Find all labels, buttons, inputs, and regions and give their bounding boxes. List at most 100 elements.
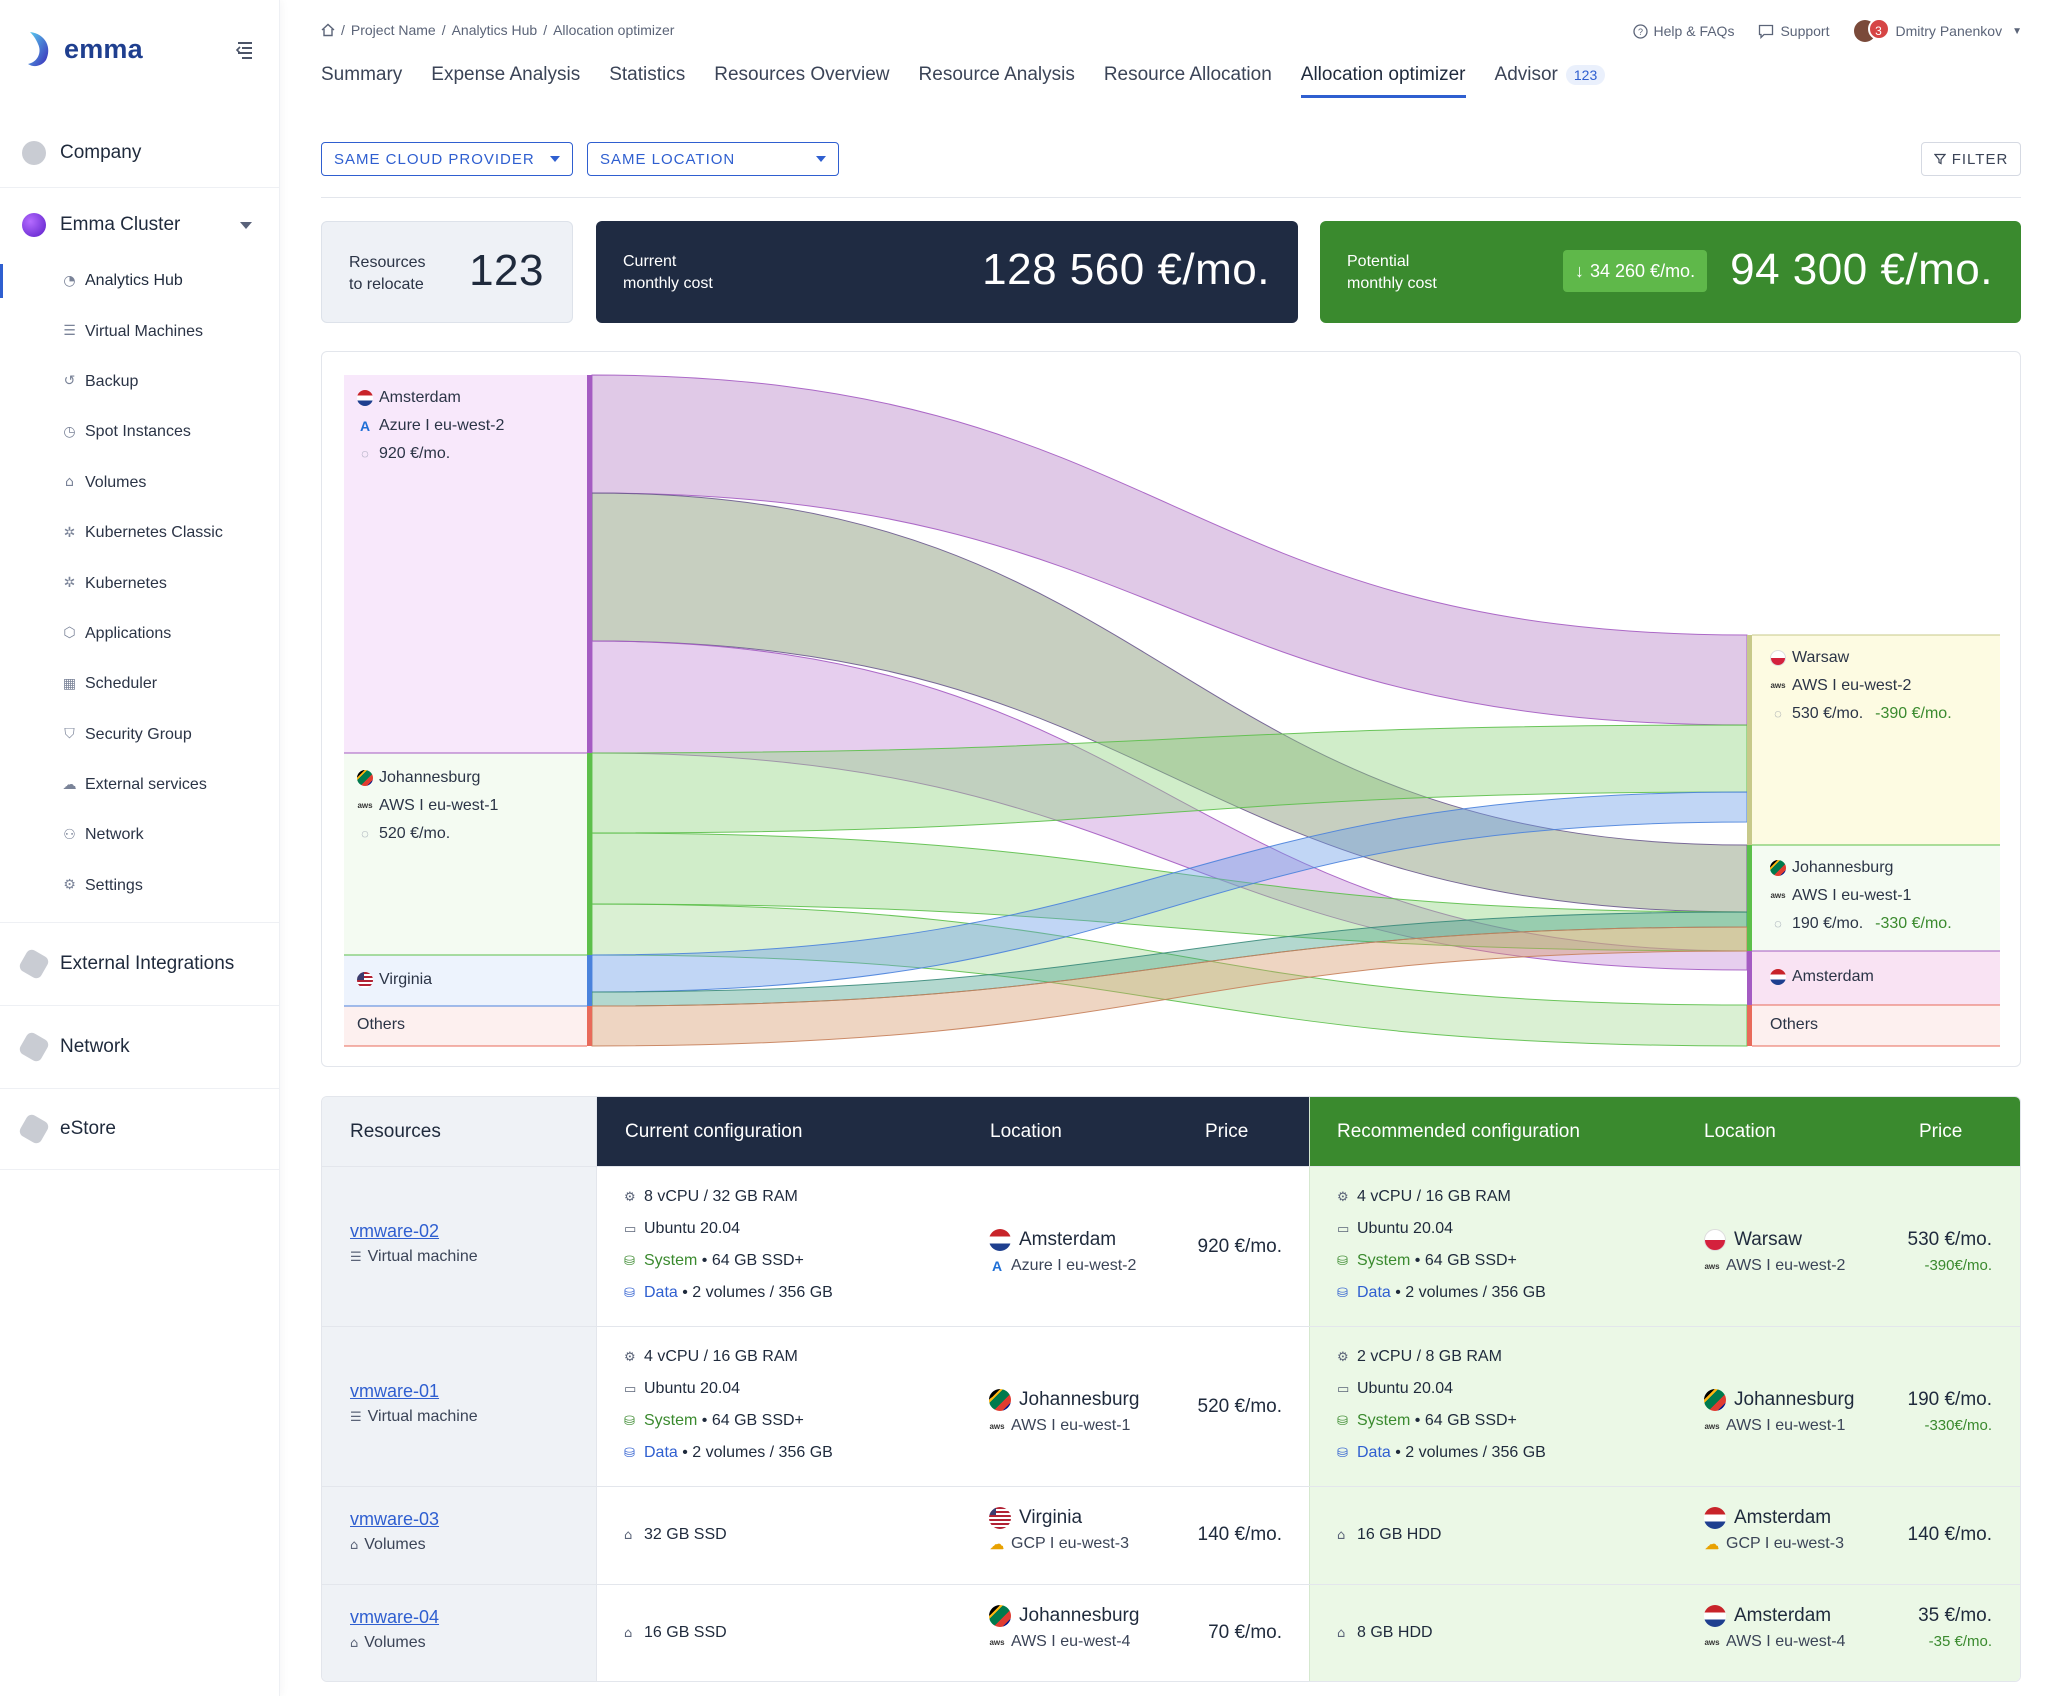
target-label-warsaw: Warsaw aws AWS I eu-west-2 ◌ 530 €/mo. -390…	[1770, 644, 1952, 728]
source-bar-virginia[interactable]	[587, 955, 592, 1006]
nav-company-label: Company	[60, 141, 142, 163]
current-price: 920 €/mo.	[1182, 1236, 1283, 1258]
config-disk: ⌂ 16 GB SSD	[624, 1617, 727, 1649]
source-bar-johannesburg[interactable]	[587, 753, 592, 955]
config-system-disk: ⛁ System • 64 GB SSD+	[624, 1405, 833, 1437]
tab-resource-analysis[interactable]: Resource Analysis	[919, 60, 1075, 98]
sidebar-item-virtual-machines[interactable]: ☰ Virtual Machines	[0, 306, 280, 356]
sidebar-item-security-group[interactable]: ⛉ Security Group	[0, 710, 280, 760]
current-config: ⚙ 8 vCPU / 32 GB RAM ▭ Ubuntu 20.04 ⛁ Syste…	[624, 1181, 833, 1309]
resource-link[interactable]: vmware-03	[350, 1509, 440, 1529]
kpi-value: 128 560 €/mo.	[982, 245, 1270, 294]
breadcrumb-analytics-hub[interactable]: Analytics Hub	[451, 22, 538, 38]
gear-icon: ⚙	[63, 877, 76, 894]
tab-label: Statistics	[609, 64, 686, 85]
drive-icon: ⌂	[624, 1528, 633, 1543]
coins-icon: ◌	[1774, 916, 1782, 931]
target-bar-johannesburg[interactable]	[1747, 845, 1752, 951]
system-label: System	[1357, 1412, 1411, 1429]
shield-icon: ⛉	[64, 726, 75, 743]
target-bar-amsterdam[interactable]	[1747, 951, 1752, 1005]
breadcrumb-project[interactable]: Project Name	[350, 22, 436, 38]
coins-icon: ◌	[361, 826, 369, 841]
gcp-icon: ☁	[1705, 1535, 1719, 1552]
sidebar-item-analytics-hub[interactable]: ◔ Analytics Hub	[0, 256, 280, 306]
tab-expense-analysis[interactable]: Expense Analysis	[431, 60, 580, 98]
chevron-down-icon[interactable]	[240, 222, 252, 229]
south-africa-flag-icon	[1770, 860, 1786, 876]
resource-link[interactable]: vmware-01	[350, 1381, 440, 1401]
node-price: 190 €/mo.	[1792, 915, 1864, 932]
collapse-sidebar-icon[interactable]	[232, 38, 258, 64]
notification-badge[interactable]: 3	[1867, 18, 1890, 40]
tab-resources-overview[interactable]: Resources Overview	[714, 60, 889, 98]
network-icon: ⚇	[63, 826, 76, 843]
source-bar-others[interactable]	[587, 1006, 592, 1046]
emma-logo[interactable]: emma	[24, 30, 143, 68]
recommended-config: ⚙ 4 vCPU / 16 GB RAM ▭ Ubuntu 20.04 ⛁ Syste…	[1337, 1181, 1546, 1309]
config-data-disk: ⛁ Data • 2 volumes / 356 GB	[1337, 1277, 1546, 1309]
resource-link[interactable]: vmware-02	[350, 1221, 440, 1241]
header-location: Location	[990, 1120, 1062, 1142]
sidebar-item-volumes[interactable]: ⌂ Volumes	[0, 458, 280, 508]
sidebar-item-scheduler[interactable]: ▦ Scheduler	[0, 659, 280, 709]
kpi-resources-to-relocate: Resources to relocate 123	[321, 221, 573, 323]
avatar: 3	[1853, 18, 1890, 42]
location-select[interactable]: SAME LOCATION	[587, 142, 839, 176]
cpu-icon: ⚙	[1337, 1190, 1349, 1205]
sidebar-item-network[interactable]: ⚇ Network	[0, 810, 280, 860]
tab-advisor[interactable]: Advisor 123	[1495, 60, 1606, 98]
aws-icon: aws	[357, 801, 373, 810]
help-link[interactable]: ? Help & FAQs	[1632, 23, 1734, 39]
row-divider	[322, 1326, 2020, 1327]
nav-external-integrations[interactable]: External Integrations	[0, 922, 280, 1004]
sidebar-item-label: Virtual Machines	[85, 322, 203, 340]
header-location: Location	[1704, 1120, 1776, 1142]
node-city: Warsaw	[1792, 649, 1850, 666]
breadcrumb-sep: /	[341, 22, 345, 38]
sidebar-item-backup[interactable]: ↺ Backup	[0, 357, 280, 407]
disk-icon: ⛁	[1337, 1286, 1348, 1301]
nav-estore[interactable]: eStore	[0, 1088, 280, 1170]
system-value: • 64 GB SSD+	[1410, 1252, 1517, 1269]
sidebar-item-applications[interactable]: ⬡ Applications	[0, 609, 280, 659]
support-link[interactable]: Support	[1758, 23, 1830, 39]
sidebar-item-kubernetes[interactable]: ✲ Kubernetes	[0, 558, 280, 608]
sidebar-item-label: Spot Instances	[85, 423, 191, 441]
advisor-count-badge: 123	[1565, 65, 1606, 85]
nav-network[interactable]: Network	[0, 1005, 280, 1087]
resource-type: ⌂ Volumes	[350, 1536, 439, 1554]
price-saving: -390€/mo.	[1924, 1257, 1992, 1274]
tab-resource-allocation[interactable]: Resource Allocation	[1104, 60, 1272, 98]
tab-label: Resource Allocation	[1103, 64, 1272, 85]
tab-statistics[interactable]: Statistics	[609, 60, 685, 98]
user-menu[interactable]: 3 Dmitry Panenkov ▼	[1853, 18, 2022, 42]
sidebar-item-external-services[interactable]: ☁ External services	[0, 760, 280, 810]
target-bar-others[interactable]	[1747, 1005, 1752, 1046]
source-bar-amsterdam[interactable]	[587, 375, 592, 753]
target-bar-warsaw[interactable]	[1747, 635, 1752, 845]
filter-button[interactable]: FILTER	[1921, 142, 2021, 176]
location-city: Virginia	[989, 1507, 1129, 1529]
nav-cluster-label: Emma Cluster	[60, 214, 181, 235]
resource-link[interactable]: vmware-04	[350, 1607, 440, 1627]
disk-icon: ⛁	[624, 1286, 635, 1301]
resources-table: Resources Current configuration Location…	[321, 1096, 2021, 1682]
config-os-value: Ubuntu 20.04	[644, 1220, 741, 1237]
resources-column-bg	[322, 1097, 596, 1681]
tab-allocation-optimizer[interactable]: Allocation optimizer	[1300, 60, 1466, 98]
nav-emma-cluster[interactable]: Emma Cluster	[0, 206, 280, 244]
help-icon: ?	[1632, 23, 1648, 39]
tab-summary[interactable]: Summary	[321, 60, 402, 98]
sidebar-item-spot-instances[interactable]: ◷ Spot Instances	[0, 407, 280, 457]
source-node-others-bg	[344, 1006, 587, 1046]
cloud-provider-select[interactable]: SAME CLOUD PROVIDER	[321, 142, 573, 176]
nav-company[interactable]: Company	[0, 118, 280, 188]
sidebar-item-kubernetes-classic[interactable]: ✲ Kubernetes Classic	[0, 508, 280, 558]
system-value: • 64 GB SSD+	[1410, 1412, 1517, 1429]
arrow-down-icon: ↓	[1575, 260, 1584, 281]
resource-type: ☰ Virtual machine	[350, 1408, 478, 1426]
home-icon[interactable]	[321, 23, 335, 37]
sidebar-item-label: Volumes	[85, 473, 147, 491]
sidebar-item-settings[interactable]: ⚙ Settings	[0, 861, 280, 911]
